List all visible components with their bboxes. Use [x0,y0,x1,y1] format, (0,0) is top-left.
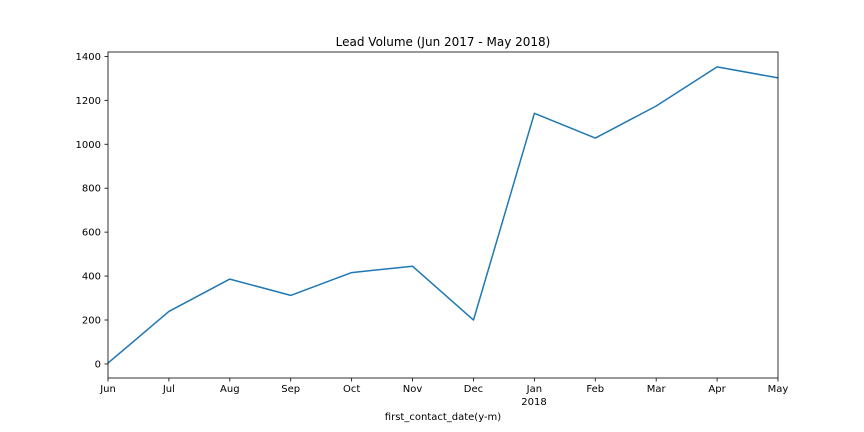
chart-title: Lead Volume (Jun 2017 - May 2018) [336,35,551,49]
y-tick-label: 0 [95,359,101,370]
x-tick-label: Apr [708,384,726,395]
x-tick-label: Oct [343,384,360,395]
y-tick-label: 400 [82,272,101,283]
y-tick-label: 1200 [76,96,101,107]
x-tick-label: Jul [162,384,175,395]
y-tick-label: 600 [82,228,101,239]
x-tick-label: May [768,384,789,395]
x-tick-label: Jan [526,384,542,395]
x-tick-label: Feb [586,384,604,395]
x-tick-label: Dec [464,384,483,395]
x-tick-label: Jun [99,384,116,395]
x-tick-label: Nov [403,384,423,395]
series-line [107,66,779,364]
x-tick-label: Mar [647,384,667,395]
axes-frame [107,51,779,379]
y-tick-label: 800 [82,184,101,195]
x-axis-label: first_contact_date(y-m) [385,412,502,423]
y-tick-label: 1400 [76,52,101,63]
x-axis-year-label: 2018 [521,397,546,408]
y-tick-label: 200 [82,316,101,327]
y-tick-label: 1000 [76,140,101,151]
x-tick-label: Aug [220,384,240,395]
x-tick-label: Sep [281,384,300,395]
plot-area: 0 200 400 600 800 1000 1200 1400 Jun Jul Aug Sep Oct… [76,52,789,395]
